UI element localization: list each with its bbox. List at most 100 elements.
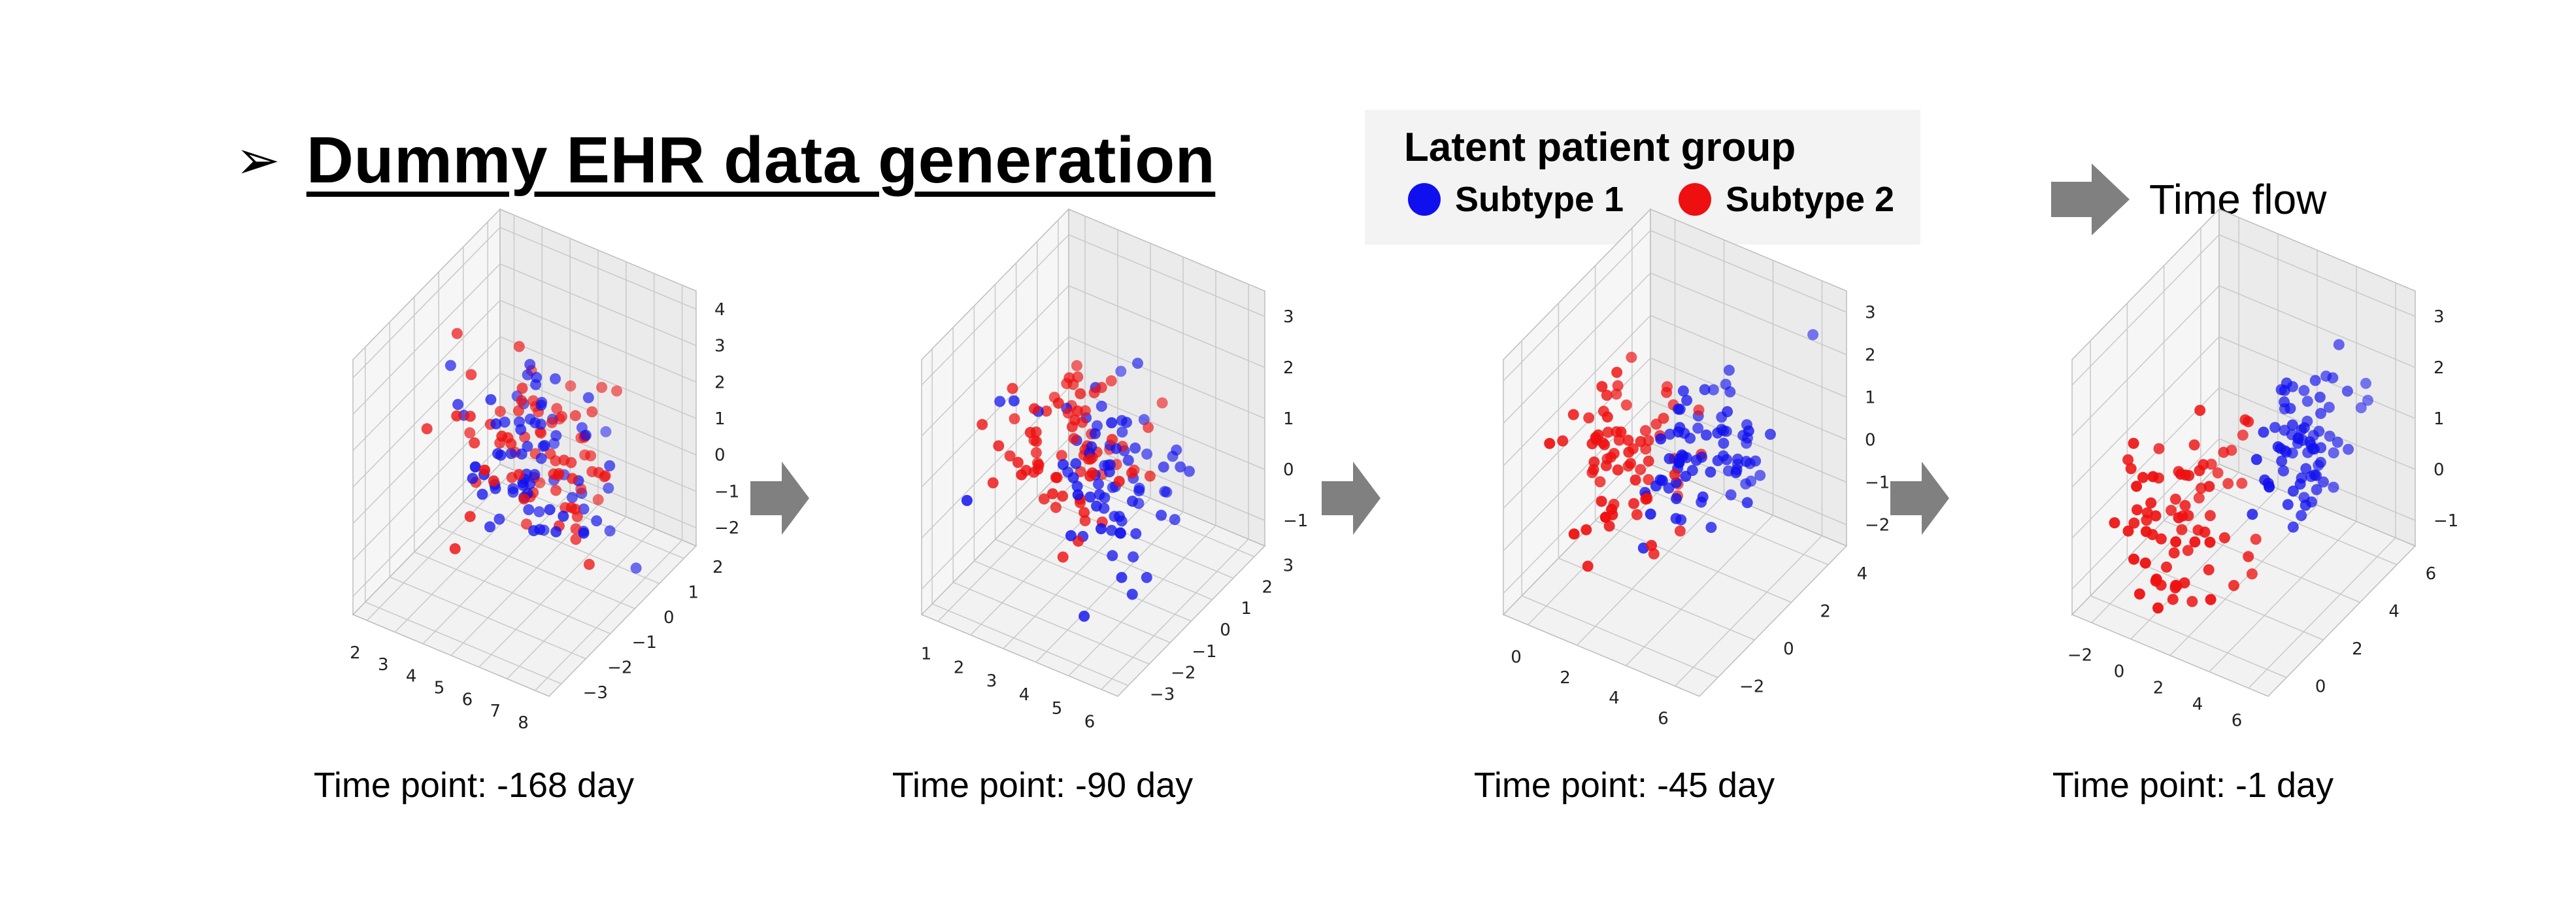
- right-arrow-icon: [750, 462, 809, 535]
- scatter-point-subtype-2: [1557, 435, 1569, 447]
- scatter-point-subtype-1: [1754, 469, 1766, 481]
- scatter-point-subtype-1: [1107, 550, 1118, 562]
- scatter-point-subtype-1: [529, 469, 541, 481]
- y-tick-label: 2: [2352, 639, 2363, 659]
- scatter-point-subtype-2: [2173, 512, 2184, 524]
- scatter-point-subtype-2: [1626, 352, 1637, 363]
- scatter-point-subtype-1: [2343, 443, 2354, 455]
- scatter-point-subtype-2: [1606, 503, 1618, 515]
- x-tick-label: 0: [1511, 648, 1522, 668]
- gridline: [921, 438, 1069, 590]
- gridline: [352, 336, 501, 488]
- scatter-point-subtype-1: [1673, 426, 1684, 438]
- scatter-point-subtype-2: [1612, 464, 1624, 476]
- scatter-point-subtype-1: [1697, 491, 1709, 503]
- y-tick-label: 4: [1857, 564, 1868, 584]
- scatter-point-subtype-2: [570, 534, 582, 545]
- z-tick-label: 0: [2434, 460, 2445, 480]
- scatter-3d-chart: −2 0 2 4 6 0 2 4 6 −1 0 1 2 3: [2067, 208, 2458, 731]
- x-tick-label: 4: [2192, 695, 2203, 715]
- x-tick-label: 3: [378, 655, 389, 675]
- scatter-point-subtype-2: [1046, 488, 1058, 500]
- scatter-point-subtype-1: [1129, 442, 1141, 454]
- scatter-panel-2: 1 2 3 4 5 6 −3 −2 −1 0 1 2 3 −1 0 1 2 3: [811, 208, 1399, 772]
- scatter-point-subtype-2: [1544, 437, 1556, 449]
- scatter-point-subtype-2: [1088, 387, 1100, 398]
- gridline: [352, 409, 501, 560]
- scatter-point-subtype-2: [2150, 510, 2162, 522]
- scatter-point-subtype-1: [1725, 489, 1737, 501]
- gridline: [1503, 229, 1651, 382]
- x-tick-label: 4: [1019, 685, 1030, 705]
- y-tick-label: −2: [607, 658, 632, 678]
- scatter-point-subtype-2: [1596, 381, 1608, 392]
- scatter-point-subtype-2: [1144, 470, 1156, 482]
- gridline: [438, 526, 635, 609]
- gridline: [389, 576, 586, 660]
- scatter-point-subtype-1: [2323, 401, 2335, 413]
- scatter-point-subtype-1: [1116, 426, 1128, 438]
- scatter-point-subtype-1: [1184, 466, 1195, 477]
- scatter-point-subtype-1: [1115, 365, 1127, 377]
- scatter-point-subtype-1: [2328, 481, 2339, 493]
- scatter-point-subtype-1: [1664, 453, 1675, 464]
- gridline: [499, 336, 697, 419]
- scatter-point-subtype-2: [2183, 510, 2194, 522]
- scatter-point-subtype-1: [1673, 457, 1685, 469]
- scatter-point-subtype-2: [518, 493, 530, 505]
- y-tick-label: 1: [688, 583, 699, 603]
- scatter-point-subtype-2: [550, 484, 561, 496]
- scatter-point-subtype-2: [977, 418, 988, 430]
- scatter-point-subtype-2: [2205, 458, 2217, 470]
- scatter-point-subtype-1: [1175, 461, 1186, 473]
- scatter-point-subtype-1: [1740, 478, 1752, 490]
- scatter-point-subtype-1: [499, 416, 510, 428]
- scatter-point-subtype-2: [1601, 411, 1613, 423]
- scatter-point-subtype-1: [2333, 339, 2345, 350]
- scatter-point-subtype-2: [421, 423, 433, 435]
- scatter-point-subtype-2: [2152, 602, 2164, 614]
- scatter-point-subtype-2: [1581, 524, 1592, 535]
- scatter-point-subtype-2: [1646, 539, 1657, 551]
- scatter-point-subtype-1: [2360, 377, 2371, 389]
- scatter-point-subtype-2: [2155, 533, 2167, 545]
- scatter-point-subtype-2: [583, 558, 595, 570]
- scatter-point-subtype-2: [1057, 490, 1069, 502]
- scatter-point-subtype-2: [593, 467, 605, 479]
- scatter-point-subtype-2: [1038, 493, 1050, 505]
- gridline: [499, 445, 697, 528]
- scatter-point-subtype-2: [2169, 582, 2181, 594]
- scatter-point-subtype-1: [1718, 437, 1730, 449]
- x-tick-label: 2: [1560, 668, 1571, 688]
- red-dot-icon: [1679, 183, 1711, 216]
- scatter-point-subtype-1: [1130, 528, 1142, 539]
- scatter-point-subtype-2: [1635, 435, 1647, 447]
- title-text: Dummy EHR data generation: [306, 124, 1216, 197]
- scatter-point-subtype-1: [578, 527, 590, 539]
- scatter-point-subtype-1: [1723, 364, 1735, 376]
- scatter-point-subtype-2: [2243, 551, 2254, 562]
- scatter-point-subtype-1: [2287, 485, 2299, 497]
- scatter-point-subtype-2: [2236, 477, 2248, 489]
- scatter-point-subtype-2: [1608, 448, 1620, 460]
- scatter-point-subtype-2: [505, 438, 517, 450]
- scatter-point-subtype-2: [1600, 460, 1612, 471]
- scatter-point-subtype-1: [2296, 510, 2307, 521]
- y-tick-label: 0: [2315, 677, 2326, 696]
- time-point-caption: Time point: -45 day: [1473, 766, 1775, 805]
- gridline: [2090, 595, 2287, 678]
- scatter-point-subtype-2: [1071, 360, 1082, 371]
- scatter-point-subtype-2: [1658, 413, 1669, 424]
- scatter-point-subtype-2: [1674, 525, 1686, 537]
- scatter-point-subtype-2: [551, 403, 563, 415]
- scatter-point-subtype-2: [1007, 382, 1018, 394]
- y-tick-label: 4: [2388, 602, 2400, 621]
- scatter-panel-1: 2 3 4 5 6 7 8 −3 −2 −1 0 1 2 −2 −1 0 1 2 3 4: [242, 208, 830, 772]
- scatter-point-subtype-2: [516, 395, 527, 407]
- gridline: [2071, 336, 2220, 488]
- scatter-point-subtype-1: [444, 360, 456, 371]
- scatter-point-subtype-2: [558, 454, 570, 466]
- scatter-point-subtype-1: [2362, 394, 2373, 406]
- scatter-point-subtype-2: [565, 380, 577, 392]
- gridline: [366, 469, 514, 621]
